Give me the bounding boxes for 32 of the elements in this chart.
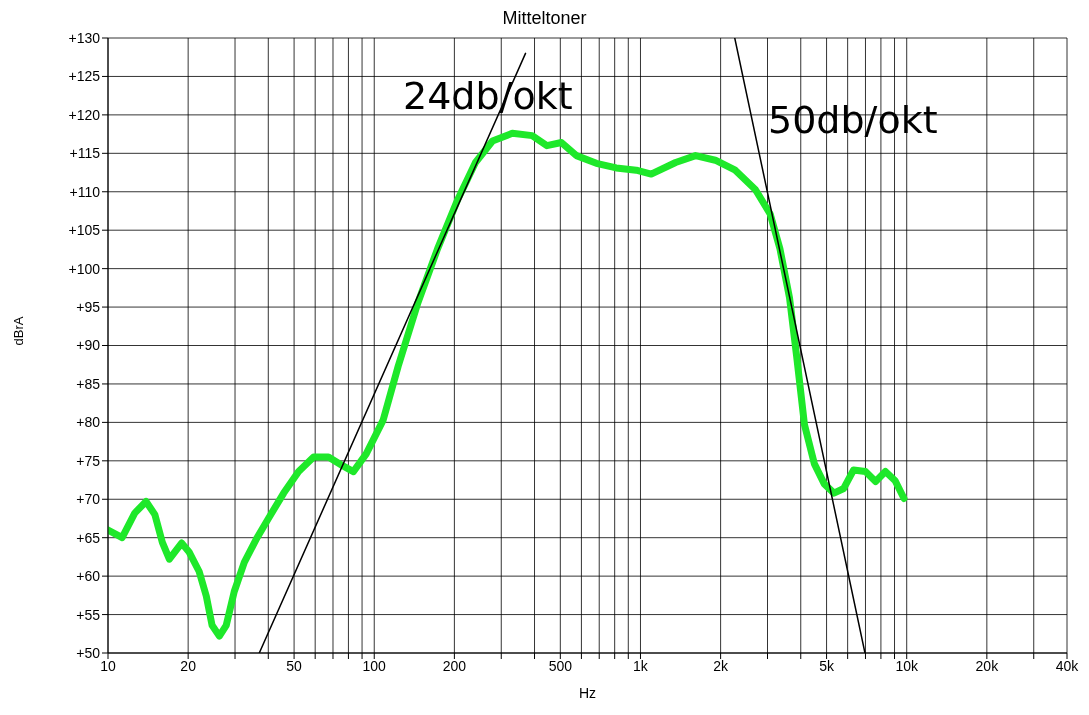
y-tick-label: +70 [76,491,101,508]
x-tick-label: 10 [100,657,116,674]
chart-title: Mitteltoner [501,8,588,29]
y-tick-label: +80 [76,414,101,431]
y-tick-label: +115 [69,145,101,162]
y-tick-label: +90 [76,337,101,354]
y-tick-label: +95 [76,299,101,316]
y-tick-label: +75 [76,452,101,469]
y-axis-title: dBrA [10,316,26,346]
y-tick-label: +110 [69,183,101,200]
x-axis-title: Hz [578,685,597,701]
x-tick-label: 200 [442,657,467,674]
y-tick-label: +85 [76,375,101,392]
y-tick-label: +100 [68,260,101,277]
y-tick-label: +65 [76,529,101,546]
y-tick-label: +105 [68,222,101,239]
x-tick-label: 2k [713,657,730,674]
y-tick-label: +50 [76,644,101,661]
x-tick-label: 5k [819,657,835,674]
y-tick-label: +130 [68,29,101,46]
x-tick-label: 20 [180,657,197,674]
y-tick-label: +55 [76,606,101,623]
x-tick-label: 500 [548,657,573,674]
x-tick-label: 10k [895,657,919,674]
x-tick-label: 50 [286,657,303,674]
y-tick-label: +120 [68,106,101,123]
y-tick-label: +60 [76,568,101,585]
x-tick-label: 1k [633,657,649,674]
x-tick-label: 20k [975,657,1000,674]
x-tick-label: 100 [362,657,387,674]
x-tick-label: 40k [1055,657,1080,674]
y-tick-label: +125 [68,68,101,85]
